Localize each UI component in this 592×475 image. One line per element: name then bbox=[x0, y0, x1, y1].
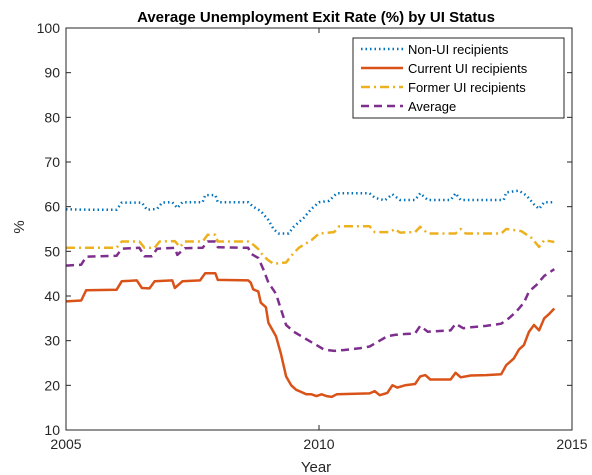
legend-label: Average bbox=[408, 99, 456, 114]
y-tick-label: 90 bbox=[44, 65, 60, 81]
legend-label: Non-UI recipients bbox=[408, 42, 509, 57]
y-tick-label: 10 bbox=[44, 422, 60, 438]
y-tick-label: 20 bbox=[44, 377, 60, 393]
axes: 10 20 30 40 50 60 70 80 90 100 2005 2010 2015 bbox=[37, 20, 588, 452]
series-line-non-ui-recipients bbox=[65, 189, 555, 235]
x-axis-label: Year bbox=[301, 459, 331, 475]
y-tick-label: 50 bbox=[44, 243, 60, 259]
x-tick-label: 2015 bbox=[556, 436, 587, 452]
legend-label: Former UI recipients bbox=[408, 80, 526, 95]
y-tick-label: 100 bbox=[37, 20, 61, 36]
legend-label: Current UI recipients bbox=[408, 61, 528, 76]
chart-title: Average Unemployment Exit Rate (%) by UI… bbox=[137, 9, 495, 26]
y-tick-label: 70 bbox=[44, 154, 60, 170]
y-tick-label: 40 bbox=[44, 288, 60, 304]
legend-box bbox=[352, 37, 565, 119]
y-tick-label: 30 bbox=[44, 333, 60, 349]
series-line-former-ui-recipients bbox=[66, 225, 555, 266]
y-tick-label: 60 bbox=[44, 199, 60, 215]
series-line-current-ui-recipients bbox=[65, 271, 556, 399]
series-line-average bbox=[65, 240, 555, 353]
x-tick-label: 2005 bbox=[50, 436, 81, 452]
y-tick-label: 80 bbox=[44, 109, 60, 125]
legend: Non-UI recipients Current UI recipients Fo… bbox=[352, 37, 565, 119]
x-tick-label: 2010 bbox=[303, 436, 334, 452]
y-axis-label: % bbox=[11, 220, 28, 233]
plot-area bbox=[65, 189, 556, 399]
